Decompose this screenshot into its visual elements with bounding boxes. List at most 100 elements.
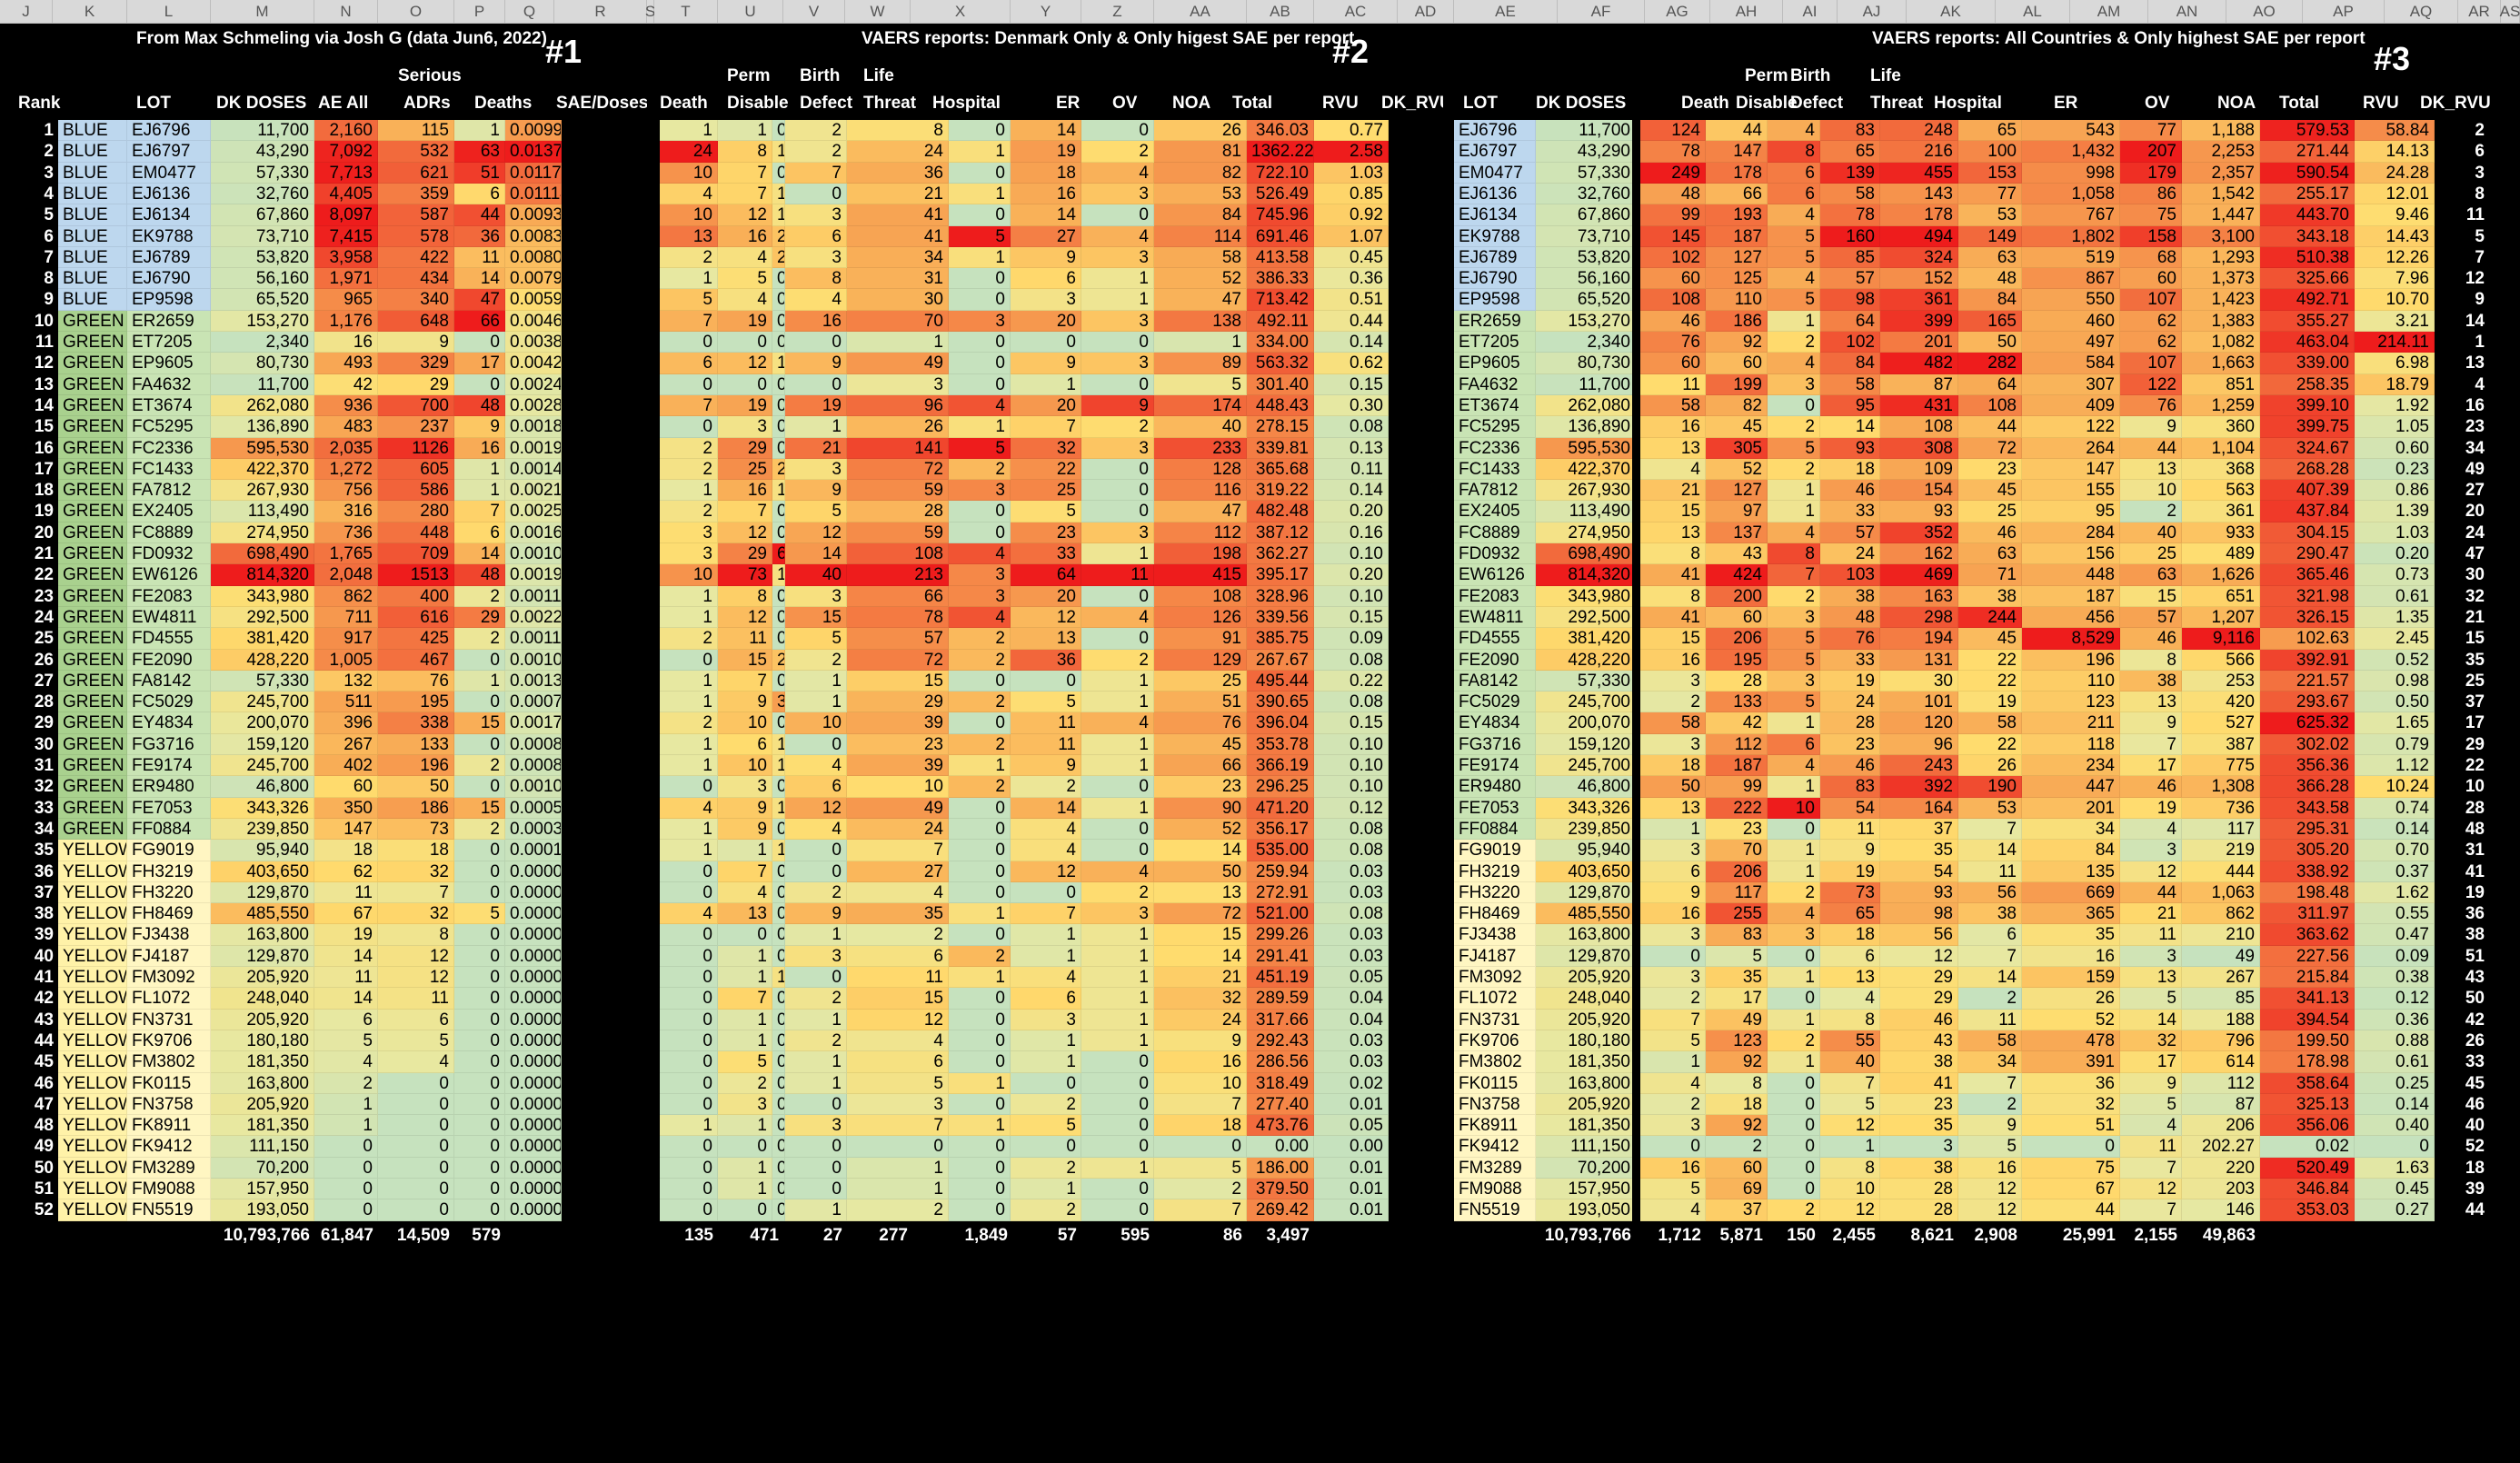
cell-dk-er[interactable]: 0 xyxy=(949,1158,1011,1179)
cell-dk-noa[interactable]: 0 xyxy=(1081,332,1154,353)
cell-all-er[interactable]: 84 xyxy=(1958,289,2022,311)
cell-dk-doses[interactable]: 73,710 xyxy=(211,226,314,247)
cell-dk-total[interactable]: 108 xyxy=(1154,586,1247,607)
cell-dk-birth-defect[interactable]: 0 xyxy=(772,1073,785,1094)
cell-rank[interactable]: 13 xyxy=(0,374,58,395)
cell-ae-all[interactable]: 2,160 xyxy=(314,120,378,141)
cell-all-hospital[interactable]: 23 xyxy=(1880,1094,1958,1115)
cell-all-birth-defect[interactable]: 2 xyxy=(1768,882,1820,903)
cell-all-perm-disable[interactable]: 28 xyxy=(1706,671,1768,692)
cell-ae-all[interactable]: 4 xyxy=(314,1051,378,1073)
cell-lot[interactable]: FM3092 xyxy=(127,967,211,988)
cell-all-er[interactable]: 244 xyxy=(1958,607,2022,628)
cell-dk-hospital[interactable]: 78 xyxy=(847,607,949,628)
cell-all-dk-doses[interactable]: 163,800 xyxy=(1536,924,1636,946)
cell-dk-noa[interactable]: 0 xyxy=(1081,1179,1154,1199)
cell-all-rvu[interactable]: 304.15 xyxy=(2260,522,2355,543)
cell-group[interactable]: GREEN xyxy=(58,543,127,564)
cell-dk-er[interactable]: 0 xyxy=(949,332,1011,353)
cell-all-noa[interactable]: 179 xyxy=(2120,163,2182,184)
cell-dk-dk-rvu[interactable]: 0.08 xyxy=(1314,903,1389,924)
cell-dk-er[interactable]: 1 xyxy=(949,903,1011,924)
cell-lot[interactable]: EJ6797 xyxy=(127,141,211,163)
cell-all-rvu[interactable]: 258.35 xyxy=(2260,374,2355,395)
cell-dk-total[interactable]: 51 xyxy=(1154,692,1247,712)
cell-dk-dk-rvu[interactable]: 0.14 xyxy=(1314,332,1389,353)
cell-dk-rvu[interactable]: 473.76 xyxy=(1247,1115,1314,1136)
cell-serious-adrs[interactable]: 32 xyxy=(378,903,454,924)
column-header-z[interactable]: Z xyxy=(1081,0,1154,24)
cell-deaths[interactable]: 15 xyxy=(454,798,505,819)
cell-all-death[interactable]: 4 xyxy=(1640,1199,1706,1221)
cell-all-life-threat[interactable]: 84 xyxy=(1820,353,1880,374)
cell-all-dk-doses[interactable]: 403,650 xyxy=(1536,861,1636,882)
cell-all-lot[interactable]: FG3716 xyxy=(1454,734,1536,755)
cell-all-hospital[interactable]: 352 xyxy=(1880,522,1958,543)
cell-all-dk-doses[interactable]: 153,270 xyxy=(1536,311,1636,332)
cell-all-er[interactable]: 71 xyxy=(1958,564,2022,586)
cell-all-death[interactable]: 3 xyxy=(1640,1115,1706,1136)
cell-dk-noa[interactable]: 4 xyxy=(1081,226,1154,247)
cell-dk-noa[interactable]: 0 xyxy=(1081,586,1154,607)
cell-all-rvu[interactable]: 365.46 xyxy=(2260,564,2355,586)
cell-all-birth-defect[interactable]: 5 xyxy=(1768,226,1820,247)
cell-ae-all[interactable]: 4,405 xyxy=(314,184,378,204)
cell-all-dk-rvu[interactable]: 1.92 xyxy=(2355,395,2435,416)
cell-all-noa[interactable]: 32 xyxy=(2120,1030,2182,1051)
cell-deaths[interactable]: 15 xyxy=(454,712,505,734)
cell-lot[interactable]: ER2659 xyxy=(127,311,211,332)
cell-all-rank[interactable]: 9 xyxy=(2435,289,2489,311)
cell-all-ov[interactable]: 36 xyxy=(2022,1073,2120,1094)
cell-all-total[interactable]: 117 xyxy=(2182,819,2260,840)
cell-dk-birth-defect[interactable]: 0 xyxy=(772,1199,785,1221)
cell-all-death[interactable]: 3 xyxy=(1640,734,1706,755)
cell-dk-perm-disable[interactable]: 9 xyxy=(718,819,772,840)
cell-dk-death[interactable]: 4 xyxy=(647,184,718,204)
cell-all-birth-defect[interactable]: 7 xyxy=(1768,564,1820,586)
cell-sae-doses[interactable]: 0.00084 xyxy=(505,734,562,755)
cell-dk-birth-defect[interactable]: 0 xyxy=(772,268,785,289)
cell-dk-noa[interactable]: 1 xyxy=(1081,671,1154,692)
cell-serious-adrs[interactable]: 7 xyxy=(378,882,454,903)
cell-all-dk-doses[interactable]: 53,820 xyxy=(1536,247,1636,268)
cell-all-dk-doses[interactable]: 57,330 xyxy=(1536,163,1636,184)
cell-all-perm-disable[interactable]: 137 xyxy=(1706,522,1768,543)
cell-dk-er[interactable]: 0 xyxy=(949,1199,1011,1221)
cell-all-rank[interactable]: 19 xyxy=(2435,882,2489,903)
cell-all-er[interactable]: 50 xyxy=(1958,332,2022,353)
cell-dk-doses[interactable]: 95,940 xyxy=(211,840,314,861)
cell-lot[interactable]: EJ6136 xyxy=(127,184,211,204)
cell-all-ov[interactable]: 456 xyxy=(2022,607,2120,628)
cell-all-dk-rvu[interactable]: 0.55 xyxy=(2355,903,2435,924)
cell-dk-total[interactable]: 14 xyxy=(1154,840,1247,861)
cell-dk-dk-rvu[interactable]: 0.16 xyxy=(1314,522,1389,543)
cell-all-dk-doses[interactable]: 65,520 xyxy=(1536,289,1636,311)
cell-all-er[interactable]: 26 xyxy=(1958,755,2022,776)
cell-group[interactable]: GREEN xyxy=(58,776,127,798)
cell-dk-ov[interactable]: 5 xyxy=(1011,501,1081,522)
cell-all-dk-rvu[interactable]: 12.01 xyxy=(2355,184,2435,204)
cell-dk-noa[interactable]: 1 xyxy=(1081,1030,1154,1051)
cell-all-noa[interactable]: 9 xyxy=(2120,712,2182,734)
cell-all-ov[interactable]: 52 xyxy=(2022,1010,2120,1030)
column-header-m[interactable]: M xyxy=(211,0,314,24)
cell-ae-all[interactable]: 3,958 xyxy=(314,247,378,268)
cell-dk-life-threat[interactable]: 7 xyxy=(785,163,847,184)
cell-dk-ov[interactable]: 9 xyxy=(1011,353,1081,374)
cell-all-ov[interactable]: 159 xyxy=(2022,967,2120,988)
cell-dk-er[interactable]: 0 xyxy=(949,522,1011,543)
cell-all-er[interactable]: 282 xyxy=(1958,353,2022,374)
cell-all-hospital[interactable]: 98 xyxy=(1880,903,1958,924)
cell-all-birth-defect[interactable]: 0 xyxy=(1768,819,1820,840)
cell-all-dk-rvu[interactable]: 0.38 xyxy=(2355,967,2435,988)
cell-dk-hospital[interactable]: 1 xyxy=(847,1158,949,1179)
cell-ae-all[interactable]: 483 xyxy=(314,416,378,438)
cell-dk-death[interactable]: 1 xyxy=(647,734,718,755)
cell-all-death[interactable]: 249 xyxy=(1640,163,1706,184)
cell-all-life-threat[interactable]: 18 xyxy=(1820,459,1880,480)
cell-dk-birth-defect[interactable]: 0 xyxy=(772,712,785,734)
cell-lot[interactable]: FJ4187 xyxy=(127,946,211,967)
cell-dk-doses[interactable]: 163,800 xyxy=(211,1073,314,1094)
